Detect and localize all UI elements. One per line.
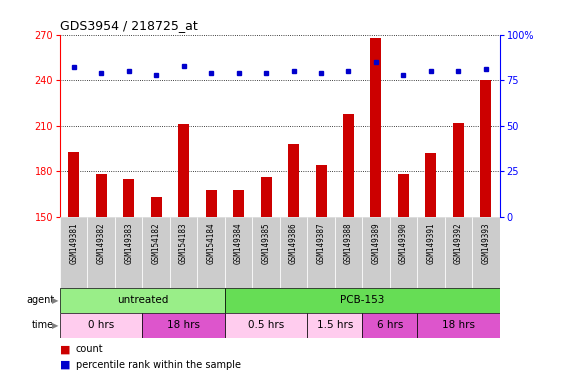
Bar [260, 177, 272, 217]
Bar [96, 174, 107, 217]
Bar [60, 313, 142, 338]
Bar [68, 152, 79, 217]
Bar [371, 38, 381, 217]
Text: 0 hrs: 0 hrs [88, 320, 114, 331]
Bar [453, 123, 464, 217]
Text: GSM149390: GSM149390 [399, 222, 408, 263]
Text: 1.5 hrs: 1.5 hrs [316, 320, 353, 331]
Text: time: time [32, 320, 54, 331]
Bar [142, 217, 170, 288]
Text: GSM154182: GSM154182 [152, 222, 160, 263]
Bar [178, 124, 189, 217]
Text: ■: ■ [60, 344, 70, 354]
Bar [115, 217, 142, 288]
Bar [225, 313, 307, 338]
Bar [335, 217, 362, 288]
Text: ▶: ▶ [53, 296, 59, 305]
Text: GSM149392: GSM149392 [454, 222, 463, 263]
Bar [288, 144, 299, 217]
Bar [142, 313, 225, 338]
Bar [170, 217, 198, 288]
Text: GSM149388: GSM149388 [344, 222, 353, 263]
Bar [389, 217, 417, 288]
Text: 18 hrs: 18 hrs [167, 320, 200, 331]
Bar [123, 179, 134, 217]
Bar [87, 217, 115, 288]
Bar [417, 217, 445, 288]
Text: GSM149387: GSM149387 [316, 222, 325, 263]
Bar [362, 313, 417, 338]
Text: untreated: untreated [116, 295, 168, 306]
Text: GSM149391: GSM149391 [427, 222, 436, 263]
Bar [225, 217, 252, 288]
Bar [343, 114, 354, 217]
Text: GSM149393: GSM149393 [481, 222, 490, 263]
Text: GSM149385: GSM149385 [262, 222, 271, 263]
Bar [307, 217, 335, 288]
Text: GSM149384: GSM149384 [234, 222, 243, 263]
Text: ▶: ▶ [53, 321, 59, 330]
Bar [252, 217, 280, 288]
Text: count: count [76, 344, 103, 354]
Text: PCB-153: PCB-153 [340, 295, 384, 306]
Text: GSM154183: GSM154183 [179, 222, 188, 263]
Bar [307, 313, 362, 338]
Text: GSM149381: GSM149381 [69, 222, 78, 263]
Text: GDS3954 / 218725_at: GDS3954 / 218725_at [60, 19, 198, 32]
Bar [362, 217, 389, 288]
Bar [445, 217, 472, 288]
Bar [60, 217, 87, 288]
Text: percentile rank within the sample: percentile rank within the sample [76, 360, 241, 370]
Text: agent: agent [26, 295, 54, 306]
Bar [398, 174, 409, 217]
Text: 0.5 hrs: 0.5 hrs [248, 320, 284, 331]
Text: GSM154184: GSM154184 [207, 222, 216, 263]
Bar [425, 153, 436, 217]
Bar [472, 217, 500, 288]
Bar [316, 165, 327, 217]
Bar [417, 313, 500, 338]
Text: 18 hrs: 18 hrs [442, 320, 475, 331]
Text: GSM149386: GSM149386 [289, 222, 298, 263]
Bar [206, 190, 216, 217]
Text: GSM149383: GSM149383 [124, 222, 133, 263]
Bar [280, 217, 307, 288]
Bar [60, 288, 225, 313]
Bar [480, 80, 492, 217]
Bar [233, 190, 244, 217]
Bar [198, 217, 225, 288]
Text: GSM149389: GSM149389 [372, 222, 380, 263]
Text: ■: ■ [60, 360, 70, 370]
Text: 6 hrs: 6 hrs [376, 320, 403, 331]
Bar [151, 197, 162, 217]
Text: GSM149382: GSM149382 [96, 222, 106, 263]
Bar [225, 288, 500, 313]
